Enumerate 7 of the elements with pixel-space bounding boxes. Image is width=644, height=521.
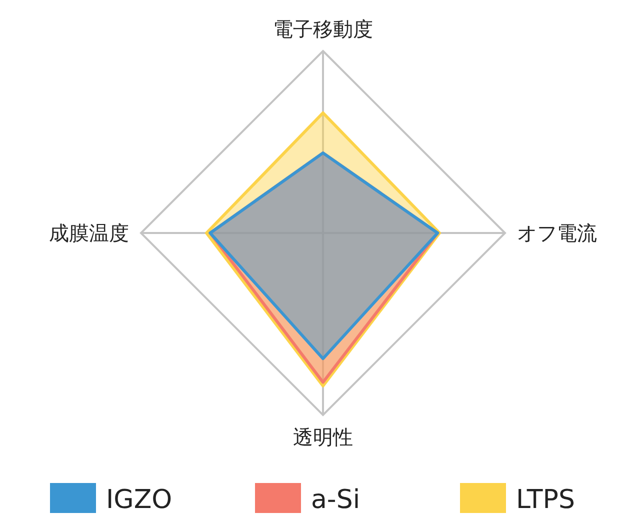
spoke-label: 電子移動度 — [273, 17, 373, 41]
spoke-label: 成膜温度 — [49, 221, 129, 245]
spoke-label: オフ電流 — [517, 221, 597, 245]
legend-label: a-Si — [311, 485, 360, 515]
legend-label: LTPS — [516, 485, 575, 515]
spoke-label: 透明性 — [293, 425, 353, 449]
legend-label: IGZO — [106, 485, 172, 515]
